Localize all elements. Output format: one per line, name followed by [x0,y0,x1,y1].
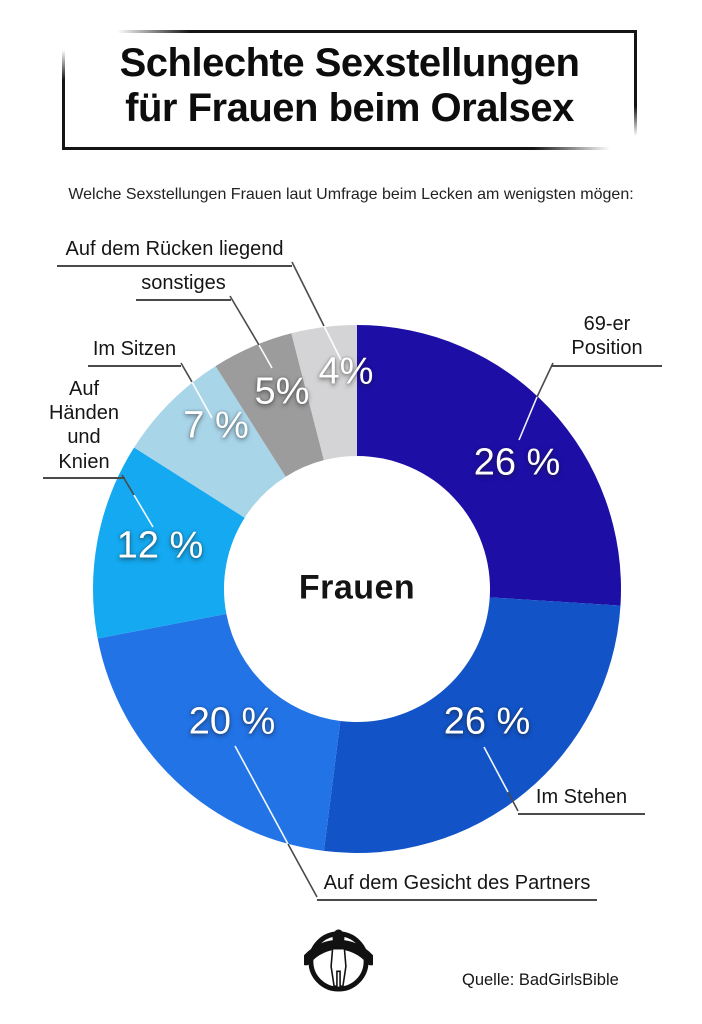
title-frame: Schlechte Sexstellungen für Frauen beim … [62,30,637,150]
callout-gesicht: Auf dem Gesicht des Partners [317,871,597,901]
donut-segment-3 [93,447,245,639]
leader-knien-white [133,494,154,528]
value-label-sonstiges: 5% [254,370,310,413]
callout-ruecken: Auf dem Rücken liegend [57,237,292,267]
page-title-line1: Schlechte Sexstellungen [119,41,580,85]
value-label-haende-knie: 12 % [116,524,204,567]
leader-sitzen-white [191,381,213,419]
callout-sonstiges: sonstiges [136,271,231,301]
callout-im-stehen: Im Stehen [518,785,645,815]
chart-center-label: Frauen [298,568,416,607]
page-title: Schlechte Sexstellungen für Frauen beim … [62,41,637,131]
callout-im-sitzen: Im Sitzen [88,337,181,367]
leader-stehen-dark [507,791,519,812]
title-frame-border-right [634,30,637,136]
leader-sitzen-dark [180,362,193,383]
donut-segment-2 [97,613,341,851]
leader-lines-dark [121,261,554,898]
donut-segment-5 [215,333,324,477]
leader-ruecken-white [323,325,342,361]
value-label-im-sitzen: 7 % [183,404,249,447]
title-frame-border-top [117,30,637,33]
leader-ruecken-dark [291,261,325,327]
value-label-gesicht: 20 % [188,700,276,743]
leader-gesicht-white [234,745,289,845]
leader-sonstiges-dark [229,295,260,346]
callout-haende-knie: Auf Händen und Knien [43,377,125,479]
donut-segment-0 [357,325,622,606]
page-title-line2: für Frauen beim Oralsex [125,86,574,130]
leader-stehen-white [483,746,509,793]
callout-69er: 69-er Position [552,312,662,367]
value-label-im-stehen: 26 % [443,700,531,743]
donut-segment-4 [134,366,286,518]
leader-gesicht-dark [287,843,318,898]
title-frame-border-bottom [62,147,610,150]
leader-69-dark [536,362,554,398]
value-label-ruecken: 4% [318,350,374,393]
donut-segment-1 [323,597,621,854]
leader-sonstiges-white [258,344,273,369]
value-label-69er: 26 % [473,441,561,484]
title-frame-border-left [62,50,65,150]
leader-69-white [518,396,538,441]
subtitle: Welche Sexstellungen Frauen laut Umfrage… [68,186,634,203]
figure-in-circle-logo-icon [304,929,373,992]
leader-lines-white [133,325,538,845]
donut-segments [93,325,622,854]
source-credit: Quelle: BadGirlsBible [462,971,619,989]
